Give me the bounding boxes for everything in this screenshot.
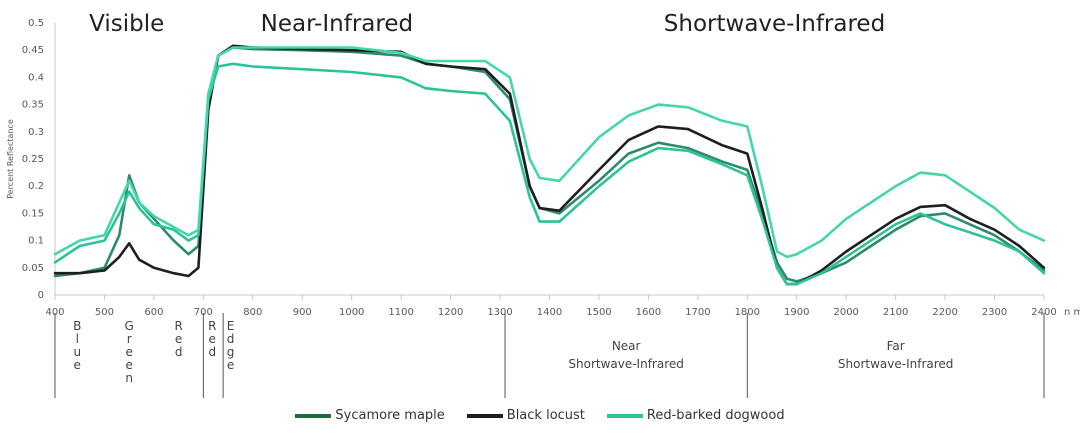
y-tick-label: 0 — [38, 290, 44, 301]
legend-label: Red-barked dogwood — [646, 408, 785, 423]
band-label-letter: e — [227, 358, 234, 372]
band-label-letter: n — [125, 371, 133, 385]
band-label-letter: e — [125, 358, 132, 372]
y-tick-label: 0.35 — [22, 100, 44, 111]
x-axis-unit: n m — [1064, 307, 1080, 318]
x-tick-label: 1000 — [339, 307, 364, 318]
band-label-letter: R — [208, 319, 216, 333]
legend: Sycamore maple Black locust Red-barked dog… — [0, 408, 1080, 423]
band-label-letter: d — [208, 345, 216, 359]
legend-item: Red-barked dogwood — [606, 408, 785, 423]
y-tick-label: 0.05 — [22, 263, 44, 274]
legend-item: Sycamore maple — [295, 408, 445, 423]
x-axis: 400 500 600 700 800 900 1000 1100 1200 1300 1400 15… — [45, 294, 1080, 318]
y-axis: 0 0.05 0.1 0.15 0.2 0.25 0.3 0.35 0.4 0.45 0.5 Perc… — [6, 18, 56, 301]
y-tick-label: 0.1 — [28, 236, 44, 247]
band-label-letter: r — [127, 332, 132, 346]
x-tick-label: 1200 — [438, 307, 463, 318]
x-tick-label: 2400 — [1031, 307, 1056, 318]
band-label-letter: u — [73, 345, 81, 359]
spectral-reflectance-chart: Visible Near-Infrared Shortwave-Infrared 0… — [6, 11, 1080, 398]
x-tick-label: 600 — [144, 307, 163, 318]
band-label-6: Far — [887, 339, 905, 353]
x-tick-label: 1900 — [784, 307, 809, 318]
x-tick-label: 1500 — [586, 307, 611, 318]
x-tick-label: 2100 — [883, 307, 908, 318]
band-label-letter: E — [227, 319, 235, 333]
series-line-2 — [53, 62, 1046, 286]
band-label-5: Near — [612, 339, 641, 353]
region-title-2: Shortwave-Infrared — [664, 11, 885, 37]
x-tick-label: 1800 — [735, 307, 760, 318]
band-labels: BlueGreenRedRedEdgeNearShortwave-Infrare… — [54, 313, 1045, 398]
x-tick-label: 900 — [293, 307, 312, 318]
band-label-letter: l — [76, 332, 79, 346]
band-label-letter: R — [174, 319, 182, 333]
legend-label: Sycamore maple — [335, 408, 445, 423]
band-label-letter: d — [227, 332, 235, 346]
x-tick-label: 1300 — [487, 307, 512, 318]
x-tick-label: 2300 — [982, 307, 1007, 318]
x-tick-label: 1700 — [685, 307, 710, 318]
band-label-6-line2: Shortwave-Infrared — [838, 357, 954, 371]
x-tick-label: 1600 — [636, 307, 661, 318]
legend-swatch — [606, 413, 643, 418]
region-title-0: Visible — [89, 11, 164, 37]
band-label-letter: e — [125, 345, 132, 359]
legend-label: Black locust — [506, 408, 585, 423]
region-titles: Visible Near-Infrared Shortwave-Infrared — [89, 11, 885, 37]
x-tick-label: 700 — [194, 307, 213, 318]
y-tick-label: 0.5 — [28, 18, 44, 29]
y-tick-label: 0.25 — [22, 154, 44, 165]
series-line-1 — [53, 44, 1046, 286]
band-label-letter: G — [125, 319, 134, 333]
y-tick-label: 0.4 — [28, 72, 44, 83]
band-label-5-line2: Shortwave-Infrared — [568, 357, 684, 371]
x-tick-label: 1100 — [388, 307, 413, 318]
legend-item: Black locust — [466, 408, 585, 423]
series-line-3 — [53, 46, 1046, 259]
band-label-letter: e — [74, 358, 81, 372]
y-axis-label: Percent Reflectance — [6, 119, 15, 199]
x-tick-label: 2200 — [932, 307, 957, 318]
legend-swatch — [466, 413, 503, 418]
legend-swatch — [295, 413, 332, 418]
y-tick-label: 0.2 — [28, 181, 44, 192]
band-label-letter: e — [175, 332, 182, 346]
x-tick-label: 500 — [95, 307, 114, 318]
y-tick-label: 0.15 — [22, 208, 44, 219]
band-label-letter: g — [227, 345, 235, 359]
x-tick-label: 800 — [243, 307, 262, 318]
y-tick-label: 0.3 — [28, 127, 44, 138]
band-label-letter: B — [73, 319, 81, 333]
x-tick-label: 1400 — [537, 307, 562, 318]
series-lines — [53, 44, 1046, 286]
x-tick-label: 400 — [45, 307, 64, 318]
band-label-letter: e — [209, 332, 216, 346]
band-label-letter: d — [175, 345, 183, 359]
region-title-1: Near-Infrared — [261, 11, 413, 37]
x-tick-label: 2000 — [833, 307, 858, 318]
y-tick-label: 0.45 — [22, 45, 44, 56]
